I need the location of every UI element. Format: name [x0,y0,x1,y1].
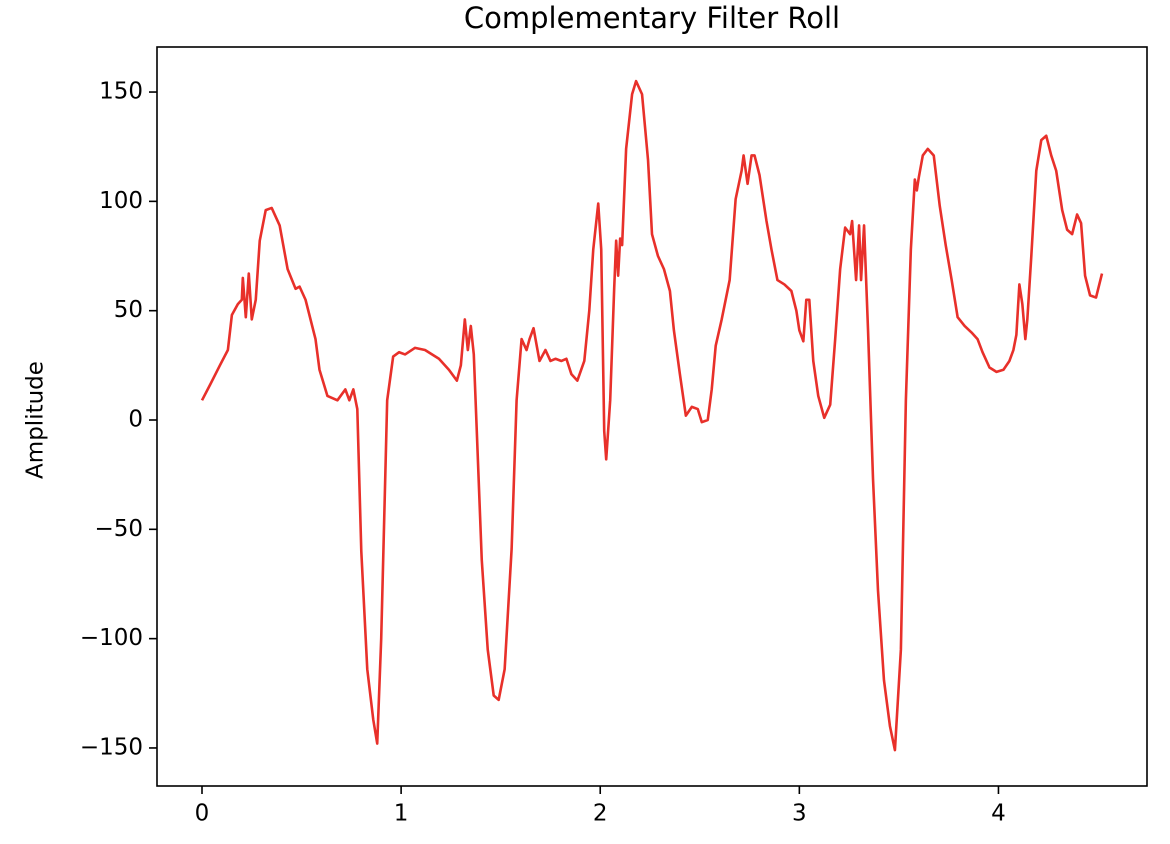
y-axis-label: Amplitude [23,361,49,479]
x-tick-label: 0 [195,801,210,827]
x-tick-label: 4 [991,801,1006,827]
x-tick-label: 2 [593,801,608,827]
plot-frame [156,46,1148,787]
y-tick-label: 150 [99,79,143,105]
y-tick-label: 50 [114,297,143,323]
x-tick-label: 1 [394,801,409,827]
y-tick-label: 100 [99,188,143,214]
y-tick-label: −50 [94,516,143,542]
chart-title: Complementary Filter Roll [464,1,840,35]
y-tick-label: −150 [80,734,143,760]
y-tick-label: −100 [80,625,143,651]
y-tick-label: 0 [128,406,143,432]
x-tick-label: 3 [792,801,807,827]
data-line [200,79,1104,752]
